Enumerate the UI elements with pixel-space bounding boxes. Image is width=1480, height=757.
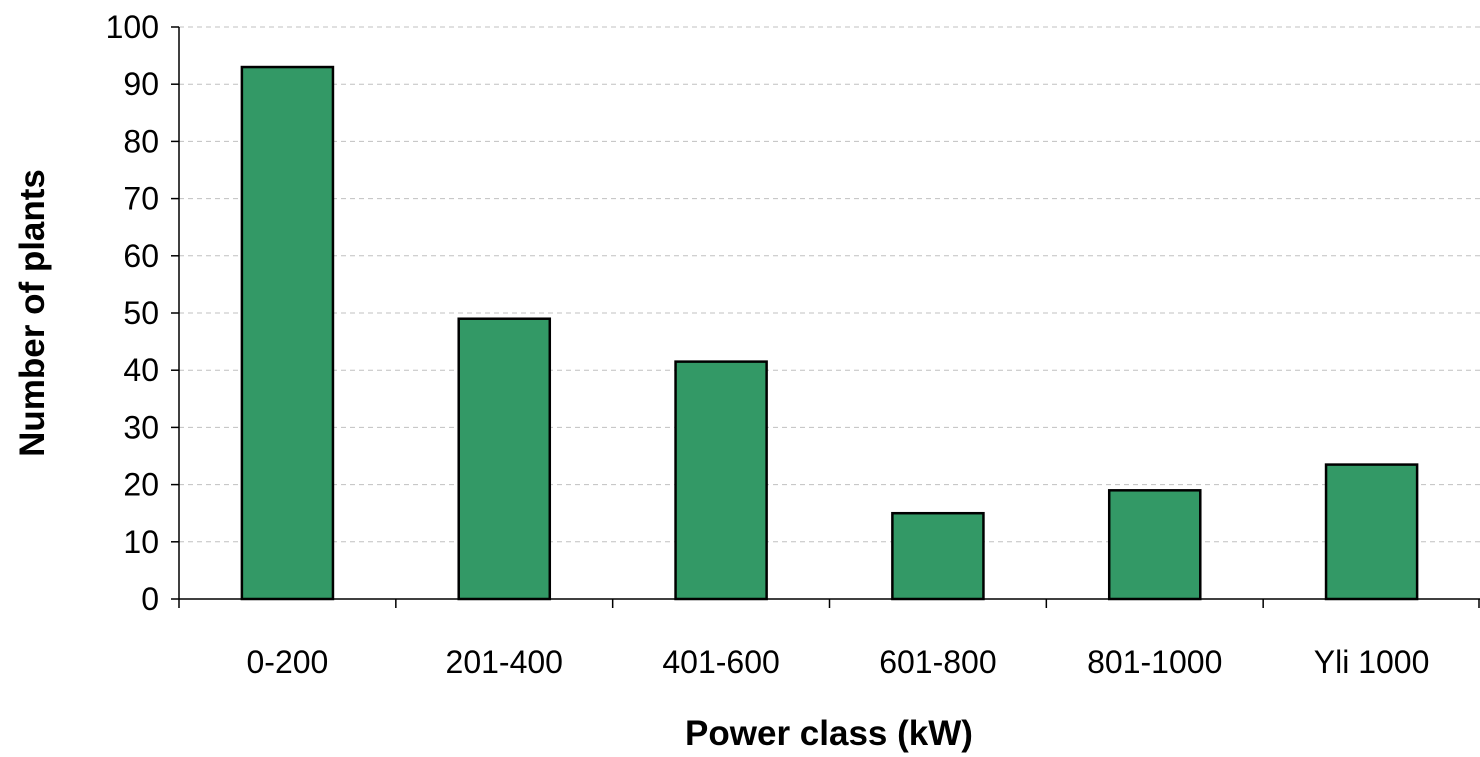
- y-tick-label: 20: [123, 467, 159, 503]
- bars: [240, 65, 1419, 601]
- y-tick-label: 70: [123, 181, 159, 217]
- x-tick-label: 201-400: [446, 644, 563, 680]
- x-tick-label: 601-800: [879, 644, 996, 680]
- x-tick-label: 401-600: [662, 644, 779, 680]
- y-tick-label: 30: [123, 409, 159, 445]
- y-tick-labels: 0 10 20 30 40 50 60 70 80 90 100: [106, 9, 159, 617]
- bar-yli-1000: [1324, 463, 1419, 601]
- y-tick-label: 40: [123, 352, 159, 388]
- gridlines: [179, 26, 1480, 543]
- bar-601-800: [891, 511, 985, 601]
- bar-201-400: [457, 317, 552, 601]
- x-tick-labels: 0-200 201-400 401-600 601-800 801-1000 Yli 10…: [246, 644, 1429, 680]
- y-tick-label: 50: [123, 295, 159, 331]
- y-tick-label: 60: [123, 238, 159, 274]
- x-tick-label: Yli 1000: [1314, 644, 1430, 680]
- y-tick-label: 90: [123, 66, 159, 102]
- x-tick-label: 0-200: [246, 644, 328, 680]
- y-tick-label: 0: [141, 581, 159, 617]
- bar-0-200: [240, 65, 335, 601]
- y-axis-title: Number of plants: [13, 169, 52, 457]
- bar-401-600: [674, 360, 768, 601]
- axes: [171, 26, 1480, 608]
- y-tick-label: 10: [123, 524, 159, 560]
- x-axis-title: Power class (kW): [685, 714, 973, 753]
- x-tick-label: 801-1000: [1087, 644, 1222, 680]
- bar-801-1000: [1107, 489, 1202, 601]
- y-tick-label: 80: [123, 123, 159, 159]
- y-tick-label: 100: [106, 9, 159, 45]
